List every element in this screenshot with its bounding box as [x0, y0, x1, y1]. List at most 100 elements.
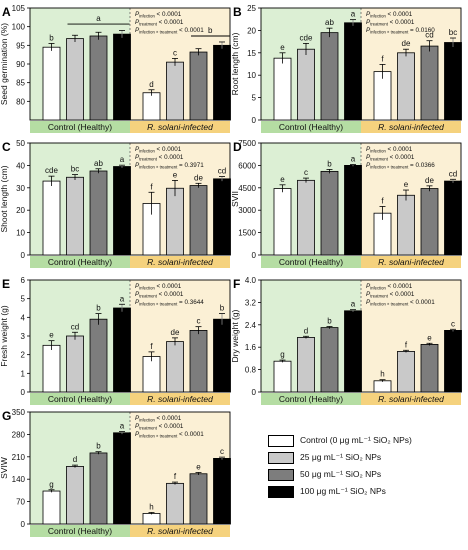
- bar: [320, 32, 339, 121]
- bracket-letter: a: [96, 14, 101, 23]
- bar: [66, 465, 84, 525]
- significance-letter: cd: [449, 169, 457, 178]
- significance-letter: cd: [71, 322, 79, 331]
- legend-item: 100 μg mL⁻¹ SiO₂ NPs: [268, 483, 464, 500]
- significance-letter: de: [194, 173, 203, 182]
- bar: [397, 350, 415, 393]
- bar: [42, 344, 61, 393]
- y-tick-label: 20: [247, 26, 256, 35]
- significance-letter: b: [49, 33, 54, 42]
- significance-letter: cde: [45, 166, 58, 175]
- legend: Control (0 μg mL⁻¹ SiO₂ NPs) 25 μg mL⁻¹ …: [268, 432, 464, 500]
- infected-band: [361, 393, 461, 405]
- y-axis-label: Shoot length (cm): [0, 165, 9, 232]
- legend-swatch: [268, 468, 294, 481]
- panel-letter: G: [2, 409, 11, 423]
- y-tick-label: 10: [247, 71, 256, 80]
- y-tick-label: 350: [12, 408, 26, 417]
- significance-letter: a: [120, 422, 125, 431]
- bar: [213, 178, 231, 256]
- y-tick-label: 25: [247, 4, 256, 13]
- p-value-text: Pinfection < 0.0001: [135, 146, 182, 154]
- control-band: [261, 121, 361, 133]
- bar: [189, 329, 208, 393]
- significance-letter: d: [304, 326, 308, 335]
- p-value-text: Ptreatment < 0.0001: [135, 291, 184, 299]
- significance-letter: ab: [94, 159, 103, 168]
- panel-letter: F: [233, 277, 240, 291]
- significance-letter: c: [304, 168, 308, 177]
- p-value-text: Pinfection < 0.0001: [135, 283, 182, 291]
- significance-letter: ab: [325, 18, 334, 27]
- p-value-text: Pinfection × treatment < 0.0001: [366, 299, 435, 307]
- y-tick-label: 70: [16, 498, 25, 507]
- bar: [113, 432, 131, 525]
- bar: [320, 170, 339, 256]
- group-label: Control (Healthy): [279, 122, 343, 132]
- bar: [166, 61, 184, 121]
- bar: [189, 185, 208, 256]
- significance-letter: bc: [449, 28, 457, 37]
- significance-letter: f: [381, 196, 384, 205]
- bar: [42, 180, 61, 256]
- significance-letter: a: [351, 155, 356, 164]
- y-tick-label: 3.2: [245, 298, 257, 307]
- bar: [273, 188, 292, 256]
- y-tick-label: 3000: [238, 206, 256, 215]
- p-value-text: Ptreatment < 0.0001: [135, 19, 184, 27]
- y-tick-label: 1: [21, 369, 26, 378]
- significance-letter: e: [196, 462, 201, 471]
- p-value-text: Pinfection < 0.0001: [135, 11, 182, 19]
- y-axis-label: SVIW: [0, 457, 9, 479]
- bar: [89, 170, 108, 256]
- significance-letter: h: [380, 370, 384, 379]
- bar: [42, 46, 61, 121]
- y-tick-label: 95: [16, 41, 25, 50]
- y-tick-label: 0: [21, 520, 26, 529]
- y-tick-label: 40: [16, 161, 25, 170]
- p-value-text: Pinfection × treatment = 0.3971: [135, 162, 204, 170]
- significance-letter: c: [173, 48, 177, 57]
- y-tick-label: 80: [16, 97, 25, 106]
- p-value-text: Ptreatment < 0.0001: [135, 154, 184, 162]
- y-tick-label: 5: [252, 94, 257, 103]
- bar: [373, 380, 392, 393]
- y-tick-label: 4.0: [245, 276, 257, 285]
- infected-band: [130, 121, 230, 133]
- significance-letter: e: [280, 43, 285, 52]
- y-tick-label: 0: [252, 251, 257, 260]
- bar: [397, 194, 415, 256]
- bar: [189, 51, 208, 121]
- significance-letter: cd: [425, 31, 433, 40]
- bar: [166, 187, 184, 256]
- group-label: R. solani-infected: [378, 122, 444, 132]
- p-value-text: Pinfection < 0.0001: [135, 415, 182, 423]
- bar: [297, 336, 315, 393]
- bar: [444, 180, 462, 256]
- y-axis-label: Seed germination (%): [0, 23, 9, 105]
- legend-swatch: [268, 451, 294, 464]
- group-label: R. solani-infected: [147, 122, 213, 132]
- significance-letter: h: [149, 502, 153, 511]
- y-tick-label: 0: [252, 388, 257, 397]
- bar: [189, 473, 208, 525]
- panel-a: Control (Healthy) R. solani-infected 80 85…: [0, 4, 231, 133]
- significance-letter: g: [49, 480, 53, 489]
- control-band: [30, 525, 130, 537]
- significance-letter: b: [220, 304, 225, 313]
- panel-g: Control (Healthy) R. solani-infected 0 70 1…: [0, 408, 231, 537]
- bar: [297, 179, 315, 256]
- significance-letter: cd: [218, 167, 226, 176]
- bar: [373, 71, 392, 121]
- y-tick-label: 140: [12, 475, 26, 484]
- control-band: [261, 256, 361, 268]
- p-value-text: Pinfection × treatment = 0.0366: [366, 162, 435, 170]
- bar: [273, 57, 292, 121]
- bar: [89, 452, 108, 525]
- y-tick-label: 105: [12, 4, 26, 13]
- bar: [89, 318, 108, 393]
- bar: [142, 513, 161, 525]
- group-label: R. solani-infected: [378, 394, 444, 404]
- y-tick-label: 90: [16, 60, 25, 69]
- y-tick-label: 0: [252, 116, 257, 125]
